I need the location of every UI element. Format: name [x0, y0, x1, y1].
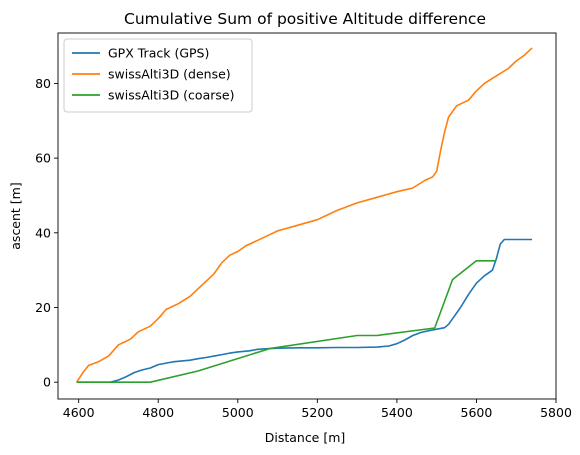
x-axis-label: Distance [m] [265, 430, 346, 445]
series-layer [76, 47, 533, 383]
series-line-1 [76, 47, 533, 383]
y-tick-label-3: 60 [35, 151, 51, 166]
y-tick-label-2: 40 [35, 225, 51, 240]
y-tick-label-4: 80 [35, 76, 51, 91]
plot-frame [57, 32, 557, 400]
x-tick-label-2: 5000 [222, 405, 254, 420]
legend-label-2: swissAlti3D (coarse) [108, 88, 234, 103]
legend-label-1: swissAlti3D (dense) [108, 67, 231, 82]
y-tick-label-0: 0 [43, 375, 51, 390]
x-tick-label-3: 5200 [301, 405, 333, 420]
y-axis: 0 20 40 60 80 [35, 76, 58, 390]
series-line-0 [76, 238, 533, 383]
series-line-2 [76, 260, 497, 383]
x-tick-label-5: 5600 [461, 405, 493, 420]
chart-title: Cumulative Sum of positive Altitude diff… [124, 10, 486, 28]
legend-box [63, 38, 253, 113]
x-tick-label-4: 5400 [381, 405, 413, 420]
x-tick-label-0: 4600 [63, 405, 95, 420]
x-tick-label-6: 5800 [540, 405, 572, 420]
y-axis-label: ascent [m] [8, 182, 23, 249]
legend-label-0: GPX Track (GPS) [108, 46, 209, 61]
legend: GPX Track (GPS) swissAlti3D (dense) swissA… [63, 38, 253, 113]
x-tick-label-1: 4800 [142, 405, 174, 420]
y-tick-label-1: 20 [35, 300, 51, 315]
x-axis: 4600 4800 5000 5200 5400 5600 5800 [63, 399, 572, 420]
